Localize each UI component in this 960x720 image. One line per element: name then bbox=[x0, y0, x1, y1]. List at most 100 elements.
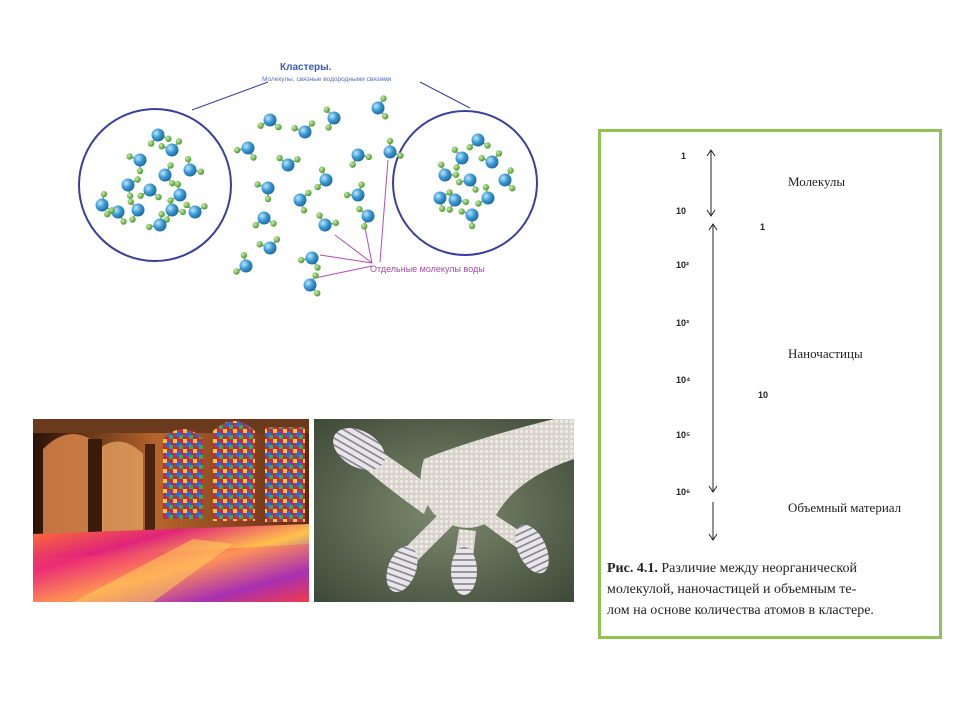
hydrogen-atom bbox=[343, 191, 351, 199]
oxygen-atom bbox=[153, 218, 167, 232]
tick-label: 10⁵ bbox=[676, 430, 691, 440]
hydrogen-atom bbox=[273, 236, 281, 243]
oxygen-atom bbox=[173, 188, 187, 202]
oxygen-atom bbox=[481, 191, 495, 205]
left-cluster-circle bbox=[78, 108, 232, 262]
hydrogen-atom bbox=[270, 220, 277, 227]
oxygen-atom bbox=[257, 211, 271, 225]
hydrogen-atom bbox=[252, 222, 259, 229]
water-cluster-illustration bbox=[78, 81, 538, 297]
bulk-material-label: Объемный материал bbox=[788, 500, 902, 515]
hydrogen-atom bbox=[314, 264, 321, 271]
hydrogen-atom bbox=[507, 167, 514, 174]
hydrogen-atom bbox=[134, 176, 141, 183]
cluster-title: Кластеры. bbox=[280, 62, 332, 73]
hydrogen-atom bbox=[466, 144, 473, 151]
hydrogen-atom bbox=[233, 268, 240, 275]
hydrogen-atom bbox=[254, 181, 261, 188]
hydrogen-atom bbox=[456, 178, 463, 186]
hydrogen-atom bbox=[323, 106, 330, 113]
caption-figure-number: Рис. 4.1. bbox=[607, 561, 658, 576]
hydrogen-atom bbox=[167, 197, 174, 204]
hydrogen-atom bbox=[312, 272, 319, 279]
hydrogen-atom bbox=[201, 203, 208, 210]
hydrogen-atom bbox=[316, 212, 323, 219]
hydrogen-atom bbox=[104, 210, 111, 218]
hydrogen-atom bbox=[137, 192, 144, 199]
hydrogen-atom bbox=[169, 180, 176, 187]
hydrogen-atom bbox=[305, 189, 312, 197]
oxygen-atom bbox=[303, 278, 317, 292]
size-scale-panel bbox=[598, 129, 942, 639]
oxygen-atom bbox=[121, 178, 135, 192]
hydrogen-atom bbox=[314, 290, 321, 297]
hydrogen-atom bbox=[349, 161, 356, 168]
tick-label: 10⁶ bbox=[676, 487, 691, 497]
hydrogen-atom bbox=[167, 162, 174, 169]
hydrogen-atom bbox=[495, 150, 503, 157]
oxygen-atom bbox=[298, 125, 312, 139]
hydrogen-atom bbox=[468, 222, 476, 230]
hydrogen-atom bbox=[276, 154, 283, 162]
oxygen-atom bbox=[143, 183, 157, 197]
hydrogen-atom bbox=[291, 125, 298, 132]
oxygen-atom bbox=[351, 148, 365, 162]
cluster-subtitle: Молекулы, связные водородными связями bbox=[262, 76, 392, 83]
hydrogen-atom bbox=[472, 186, 479, 193]
hydrogen-atom bbox=[165, 135, 172, 142]
oxygen-atom bbox=[263, 241, 277, 255]
hydrogen-atom bbox=[300, 207, 308, 214]
oxygen-atom bbox=[305, 251, 319, 265]
marker-label: 10 bbox=[758, 390, 769, 400]
oxygen-atom bbox=[281, 158, 295, 172]
hydrogen-atom bbox=[126, 153, 133, 160]
hydrogen-atom bbox=[100, 190, 108, 198]
oxygen-atom bbox=[95, 198, 109, 212]
oxygen-atom bbox=[433, 191, 447, 205]
oxygen-atom bbox=[165, 203, 179, 217]
hydrogen-atom bbox=[294, 156, 301, 163]
mosque-stained-glass-photo bbox=[33, 419, 309, 602]
hydrogen-atom bbox=[314, 183, 321, 191]
hydrogen-atom bbox=[462, 198, 470, 206]
hydrogen-atom bbox=[240, 252, 248, 259]
oxygen-atom bbox=[293, 193, 307, 207]
hydrogen-atom bbox=[356, 205, 363, 213]
hydrogen-atom bbox=[365, 153, 373, 161]
oxygen-atom bbox=[463, 173, 477, 187]
hydrogen-atom bbox=[175, 138, 183, 145]
hydrogen-atom bbox=[275, 123, 282, 131]
hydrogen-atom bbox=[475, 200, 482, 207]
hydrogen-atom bbox=[509, 185, 516, 192]
hydrogen-atom bbox=[264, 195, 272, 203]
hydrogen-atom bbox=[478, 155, 485, 162]
hydrogen-atom bbox=[256, 241, 263, 248]
oxygen-atom bbox=[361, 209, 375, 223]
hydrogen-atom bbox=[158, 210, 165, 218]
hydrogen-atom bbox=[361, 223, 368, 230]
hydrogen-atom bbox=[438, 205, 446, 212]
caption-line-1: Различие между неорганической bbox=[661, 561, 858, 576]
molecules-label: Молекулы bbox=[788, 174, 846, 189]
oxygen-atom bbox=[111, 205, 125, 219]
hydrogen-atom bbox=[452, 171, 460, 178]
hydrogen-atom bbox=[158, 143, 165, 150]
oxygen-atom bbox=[438, 168, 452, 182]
oxygen-atom bbox=[183, 163, 197, 177]
hydrogen-atom bbox=[358, 181, 365, 188]
hydrogen-atom bbox=[147, 140, 155, 147]
oxygen-atom bbox=[371, 101, 385, 115]
hydrogen-atom bbox=[438, 161, 445, 168]
oxygen-atom bbox=[465, 208, 479, 222]
hydrogen-atom bbox=[380, 95, 387, 102]
caption-line-3: лом на основе количества атомов в класте… bbox=[607, 603, 874, 618]
hydrogen-atom bbox=[397, 152, 404, 159]
oxygen-atom bbox=[455, 151, 469, 165]
hydrogen-atom bbox=[482, 184, 490, 191]
oxygen-atom bbox=[351, 188, 365, 202]
oxygen-atom bbox=[151, 128, 165, 142]
hydrogen-atom bbox=[145, 223, 153, 231]
hydrogen-atom bbox=[382, 113, 389, 120]
hydrogen-atom bbox=[155, 193, 162, 201]
tick-label: 10 bbox=[676, 206, 687, 216]
